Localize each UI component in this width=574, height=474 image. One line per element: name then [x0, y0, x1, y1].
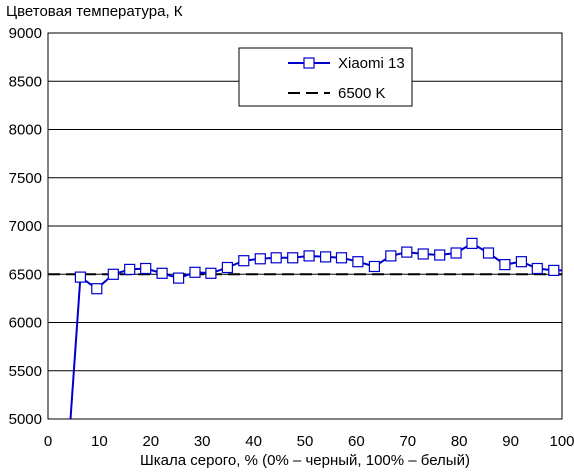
y-tick-label: 8500	[9, 73, 42, 90]
legend-xiaomi-label: Xiaomi 13	[338, 55, 405, 72]
data-point-marker	[91, 283, 103, 295]
y-tick-label: 6000	[9, 315, 42, 332]
data-point-marker	[368, 260, 380, 273]
data-point-marker	[417, 248, 429, 260]
x-tick-label: 20	[142, 433, 159, 450]
gridlines	[48, 80, 562, 372]
data-point-marker	[385, 250, 397, 262]
x-tick-label: 80	[451, 433, 468, 450]
data-point-marker	[74, 271, 87, 283]
data-point-marker	[173, 272, 185, 284]
x-tick-label: 60	[348, 433, 365, 450]
data-point-marker	[401, 246, 413, 258]
data-point-marker	[221, 261, 233, 274]
data-point-marker	[531, 262, 543, 275]
y-axis-label: Цветовая температура, К	[6, 3, 183, 20]
legend-box	[238, 47, 413, 107]
y-tick-labels: 5000 5500 6000 6500 7000 7500 8000 8500 9000	[9, 25, 42, 428]
data-point-marker	[450, 247, 462, 259]
xiaomi-markers-group	[74, 237, 560, 295]
data-point-marker	[189, 266, 201, 278]
y-tick-label: 5000	[9, 411, 42, 428]
legend-ref-label: 6500 K	[338, 85, 386, 102]
data-point-marker	[270, 252, 282, 264]
data-point-marker	[320, 251, 332, 263]
data-point-marker	[434, 249, 446, 261]
data-point-marker	[254, 253, 266, 265]
x-tick-label: 90	[502, 433, 519, 450]
data-point-marker	[335, 252, 348, 264]
data-point-marker	[515, 256, 528, 268]
y-tick-label: 9000	[9, 25, 42, 42]
data-point-marker	[156, 267, 168, 279]
x-tick-label: 40	[245, 433, 262, 450]
y-tick-label: 6500	[9, 266, 42, 283]
data-point-marker	[466, 237, 478, 249]
x-tick-label: 10	[91, 433, 108, 450]
y-tick-label: 7000	[9, 218, 42, 235]
y-tick-label: 7500	[9, 170, 42, 187]
data-point-marker	[352, 256, 364, 268]
y-tick-label: 8000	[9, 122, 42, 139]
x-tick-label: 70	[399, 433, 416, 450]
data-point-marker	[140, 262, 152, 275]
data-point-marker	[499, 259, 511, 271]
data-point-marker	[107, 268, 119, 280]
data-point-marker	[303, 250, 315, 262]
data-point-marker	[548, 264, 560, 276]
y-tick-label: 5500	[9, 363, 42, 380]
x-tick-label: 100	[549, 433, 574, 450]
data-point-marker	[287, 252, 299, 264]
x-tick-label: 30	[194, 433, 211, 450]
data-point-marker	[238, 255, 250, 267]
x-tick-label: 50	[297, 433, 314, 450]
legend: Xiaomi 13 6500 K	[238, 47, 413, 107]
data-point-marker	[124, 263, 136, 275]
x-axis-label: Шкала серого, % (0% – черный, 100% – бел…	[140, 452, 470, 469]
data-point-marker	[482, 247, 495, 259]
x-tick-label: 0	[44, 433, 52, 450]
legend-xiaomi-marker	[303, 57, 315, 69]
x-tick-labels: 0 10 20 30 40 50 60 70 80 90 100	[44, 433, 574, 450]
data-point-marker	[205, 267, 217, 279]
